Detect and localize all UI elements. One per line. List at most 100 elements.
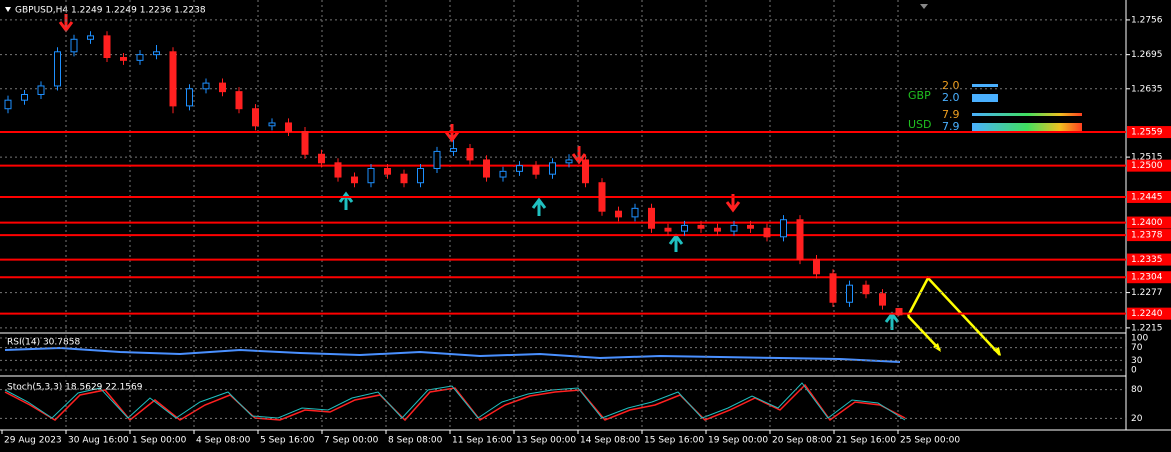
candle-body	[615, 210, 622, 218]
candle-body	[879, 293, 886, 306]
x-tick-label: 30 Aug 16:00	[68, 436, 129, 446]
candle-body	[648, 207, 655, 229]
candle-body	[681, 224, 688, 232]
sell-arrow	[444, 124, 460, 143]
level-label: 1.2304	[1131, 273, 1163, 283]
candle-body	[169, 51, 177, 107]
candle-body	[351, 176, 358, 184]
candle-body	[483, 159, 490, 178]
candle-body	[153, 51, 160, 56]
level-tag	[1127, 126, 1171, 139]
legend-value: 7.9	[942, 108, 960, 121]
x-tick-label: 11 Sep 16:00	[452, 436, 512, 446]
candle-body	[219, 82, 226, 93]
candle-body	[631, 207, 639, 218]
x-tick-label: 13 Sep 00:00	[516, 436, 576, 446]
shift-marker	[920, 4, 928, 9]
x-tick-label: 5 Sep 16:00	[260, 436, 315, 446]
candle-body	[697, 224, 705, 229]
candle-body	[433, 150, 441, 169]
candle-body	[499, 170, 507, 178]
level-tag	[1127, 159, 1171, 172]
x-tick-label: 15 Sep 16:00	[644, 436, 704, 446]
legend-value: 2.0	[942, 91, 960, 104]
candle-body	[186, 88, 193, 107]
indicator-tick-label: 80	[1131, 385, 1143, 395]
level-tag	[1127, 216, 1171, 229]
x-tick-label: 14 Sep 08:00	[580, 436, 640, 446]
candle-body	[252, 108, 259, 127]
candle-body	[285, 122, 292, 132]
strength-bar	[972, 94, 998, 102]
y-tick-label: 1.2756	[1131, 15, 1163, 25]
menu-triangle	[5, 7, 11, 12]
candle-body	[598, 182, 606, 212]
candle-body	[549, 162, 556, 175]
x-tick-label: 21 Sep 16:00	[836, 436, 896, 446]
level-tag	[1127, 190, 1171, 203]
indicator-tick-label: 70	[1131, 343, 1143, 353]
x-tick-label: 25 Sep 00:00	[900, 436, 960, 446]
rsi-line	[4, 346, 901, 363]
candle-body	[103, 35, 111, 58]
candle-body	[895, 308, 903, 316]
candle-body	[87, 35, 94, 40]
y-tick-label: 1.2515	[1131, 153, 1163, 163]
candle-body	[70, 38, 78, 53]
stoch-main	[4, 382, 906, 421]
indicator-tick-label: 0	[1131, 366, 1137, 376]
candle-body	[4, 99, 12, 110]
x-tick-label: 4 Sep 08:00	[196, 436, 251, 446]
candle-body	[136, 54, 144, 61]
candle-body	[565, 159, 573, 164]
candle-body	[367, 167, 375, 184]
candle-body	[37, 85, 45, 95]
level-label: 1.2400	[1131, 218, 1163, 228]
candle-body	[730, 224, 738, 232]
legend-label: GBP	[908, 89, 931, 102]
level-label: 1.2378	[1131, 231, 1163, 241]
candle-body	[747, 224, 754, 229]
candle-body	[862, 284, 870, 295]
candle-body	[268, 122, 276, 127]
level-label: 1.2500	[1131, 161, 1163, 171]
candle-body	[796, 219, 804, 261]
candle-body	[829, 273, 837, 303]
level-tag	[1127, 307, 1171, 320]
candle-body	[202, 82, 210, 90]
candle-body	[400, 173, 408, 184]
candle-body	[54, 51, 61, 87]
x-tick-label: 19 Sep 00:00	[708, 436, 768, 446]
candle-body	[450, 148, 457, 152]
indicator-tick-label: 20	[1131, 414, 1143, 424]
candle-body	[763, 227, 771, 238]
chart-title: GBPUSD,H4 1.2249 1.2249 1.2236 1.2238	[15, 6, 206, 16]
strength-bar	[972, 84, 998, 87]
x-tick-label: 8 Sep 08:00	[388, 436, 443, 446]
candle-body	[384, 167, 391, 175]
candle-body	[813, 259, 820, 275]
strength-bar	[972, 113, 1082, 116]
x-tick-label: 7 Sep 00:00	[324, 436, 379, 446]
candle-body	[466, 148, 474, 161]
indicator-tick-label: 100	[1131, 334, 1148, 344]
legend-value: 7.9	[942, 120, 960, 133]
level-tag	[1127, 253, 1171, 266]
level-label: 1.2240	[1131, 309, 1163, 319]
candle-body	[334, 162, 342, 178]
level-tag	[1127, 229, 1171, 242]
forecast-path	[907, 315, 941, 351]
candle-body	[846, 284, 853, 303]
candle-body	[21, 93, 28, 101]
indicator-tick-label: 30	[1131, 356, 1143, 366]
x-tick-label: 1 Sep 00:00	[132, 436, 187, 446]
strength-bar	[972, 123, 1082, 131]
candle-body	[714, 227, 721, 232]
y-tick-label: 1.2635	[1131, 84, 1163, 94]
level-label: 1.2335	[1131, 255, 1163, 265]
stoch-signal	[4, 383, 906, 422]
y-tick-label: 1.2695	[1131, 50, 1163, 60]
level-tag	[1127, 271, 1171, 284]
